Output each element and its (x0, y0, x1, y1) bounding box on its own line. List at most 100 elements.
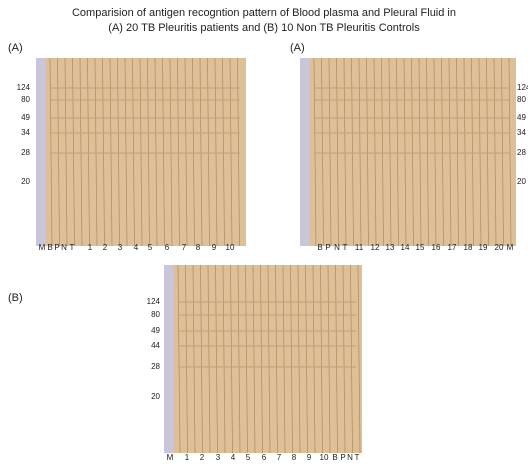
lane-label: M (167, 453, 174, 462)
band (178, 301, 356, 303)
strip-edge (222, 264, 226, 454)
lane-label: 9 (307, 453, 312, 462)
lane-label: B (317, 243, 322, 252)
lane-label: 12 (371, 243, 380, 252)
strip-edge (230, 264, 233, 454)
lane-label: T (355, 453, 360, 462)
marker-label: 28 (517, 148, 526, 157)
band (50, 87, 240, 89)
strip-edge (260, 264, 263, 454)
panel-label: (B) (8, 292, 23, 304)
lane-label: 8 (196, 243, 201, 252)
marker-label: 124 (517, 83, 528, 92)
marker-lane (300, 58, 310, 246)
lane-label: 9 (212, 243, 217, 252)
lane-label: 4 (231, 453, 236, 462)
lane-label: 8 (292, 453, 297, 462)
strip-edge (200, 264, 203, 454)
lane-label: 6 (262, 453, 267, 462)
strip-edge (207, 264, 211, 454)
lane-label: 11 (355, 243, 364, 252)
lane-label: T (70, 243, 75, 252)
marker-label: 49 (151, 326, 160, 335)
marker-label: 49 (21, 113, 30, 122)
band (314, 87, 510, 89)
lane-label: 19 (479, 243, 488, 252)
lane-label: 2 (103, 243, 108, 252)
marker-label: 124 (17, 83, 31, 92)
lane-label: 20 (495, 243, 504, 252)
lane-label: 3 (216, 453, 221, 462)
strip-edge (290, 264, 293, 454)
lane-label: 16 (432, 243, 441, 252)
lane-label: P (325, 243, 330, 252)
panel-label: (A) (8, 42, 23, 54)
marker-label: 80 (151, 310, 160, 319)
lane-label: 4 (134, 243, 139, 252)
marker-label: 80 (21, 95, 30, 104)
band (50, 152, 240, 154)
lane-label: 10 (226, 243, 235, 252)
band (50, 99, 240, 101)
lane-label: 1 (88, 243, 93, 252)
band (314, 132, 510, 134)
band (50, 132, 240, 134)
strip-edge (335, 264, 338, 454)
strip-edge (252, 264, 256, 454)
strip-edge (357, 264, 361, 454)
lane-label: 1 (185, 453, 190, 462)
marker-lane (164, 265, 174, 453)
marker-label: 34 (517, 128, 526, 137)
strip-edge (177, 264, 181, 454)
strip-edge (320, 264, 323, 454)
strip-edge (215, 264, 218, 454)
lane-label: M (507, 243, 514, 252)
lane-label: N (347, 453, 353, 462)
marker-label: 28 (151, 362, 160, 371)
marker-label: 28 (21, 148, 30, 157)
lane-label: 18 (464, 243, 473, 252)
lane-label: 14 (401, 243, 410, 252)
marker-label: 44 (151, 341, 160, 350)
band (178, 330, 356, 332)
lane-label: 13 (386, 243, 395, 252)
lane-label: N (334, 243, 340, 252)
band (178, 314, 356, 316)
strip-edge (312, 264, 316, 454)
lane-label: 15 (416, 243, 425, 252)
band (314, 99, 510, 101)
lane-label: 5 (246, 453, 251, 462)
strip-edge (245, 264, 248, 454)
marker-label: 49 (517, 113, 526, 122)
band (314, 152, 510, 154)
title-line: (A) 20 TB Pleuritis patients and (B) 10 … (108, 22, 420, 34)
strip-edge (350, 264, 353, 454)
strip-edge (282, 264, 286, 454)
lane-label: B (47, 243, 52, 252)
strip-edge (305, 264, 308, 454)
strip-edge (267, 264, 271, 454)
lane-label: 6 (165, 243, 170, 252)
strip-edge (185, 264, 188, 454)
marker-label: 34 (21, 128, 30, 137)
marker-label: 20 (21, 177, 30, 186)
lane-label: T (343, 243, 348, 252)
strip-edge (297, 264, 301, 454)
marker-label: 20 (151, 392, 160, 401)
lane-label: 3 (118, 243, 123, 252)
lane-label: P (54, 243, 59, 252)
lane-label: 10 (320, 453, 329, 462)
title-line: Comparision of antigen recogntion patter… (72, 7, 456, 19)
lane-label: M (39, 243, 46, 252)
band (178, 345, 356, 347)
marker-label: 80 (517, 95, 526, 104)
lane-label: B (332, 453, 337, 462)
band (314, 117, 510, 119)
strip-edge (342, 264, 346, 454)
lane-label: 5 (148, 243, 153, 252)
marker-lane (36, 58, 46, 246)
strip-edge (275, 264, 278, 454)
strip-edge (327, 264, 331, 454)
strip-edge (192, 264, 196, 454)
lane-label: 7 (182, 243, 187, 252)
